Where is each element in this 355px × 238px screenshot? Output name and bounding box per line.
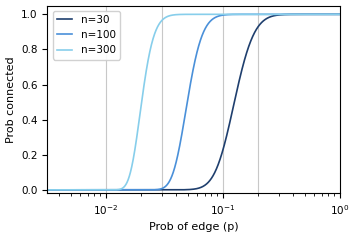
- n=300: [239, 13, 244, 16]
- Line: n=30: n=30: [47, 14, 340, 190]
- n=30: [60, 188, 64, 191]
- n=100: [338, 13, 342, 16]
- Line: n=300: n=300: [47, 14, 340, 190]
- n=100: [187, 88, 192, 90]
- n=100: [329, 13, 333, 16]
- n=30: [180, 188, 184, 191]
- n=100: [294, 13, 298, 16]
- Y-axis label: Prob connected: Prob connected: [6, 56, 16, 143]
- n=100: [275, 13, 280, 16]
- n=300: [60, 188, 64, 191]
- Legend: n=30, n=100, n=300: n=30, n=100, n=300: [53, 11, 120, 60]
- n=30: [329, 13, 333, 16]
- n=100: [45, 188, 49, 191]
- n=300: [329, 13, 333, 16]
- n=30: [338, 13, 342, 16]
- n=30: [187, 188, 192, 191]
- n=300: [45, 188, 49, 191]
- n=300: [180, 13, 184, 16]
- n=30: [275, 14, 280, 16]
- n=300: [187, 13, 192, 16]
- n=300: [329, 13, 333, 16]
- n=30: [45, 188, 49, 191]
- n=100: [180, 133, 184, 136]
- n=300: [338, 13, 342, 16]
- n=30: [329, 13, 333, 16]
- n=100: [329, 13, 333, 16]
- n=100: [60, 188, 64, 191]
- Line: n=100: n=100: [47, 14, 340, 190]
- n=300: [275, 13, 280, 16]
- X-axis label: Prob of edge (p): Prob of edge (p): [149, 223, 238, 233]
